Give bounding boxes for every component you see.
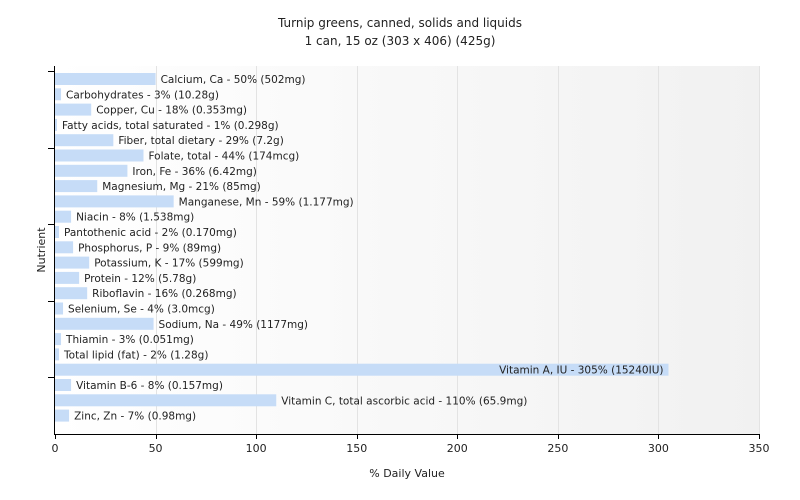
y-axis-label: Nutrient [35,227,48,273]
bar-label-8: Manganese, Mn - 59% (1.177mg) [179,196,354,208]
bar-20 [55,379,72,391]
bar-17 [55,333,62,346]
bar-14 [55,287,88,300]
bar-label-4: Fiber, total dietary - 29% (7.2g) [118,135,283,147]
bar-label-12: Potassium, K - 17% (599mg) [94,258,244,270]
bar-16 [55,317,154,330]
bar-21 [55,394,277,407]
bar-label-9: Niacin - 8% (1.538mg) [76,212,194,224]
x-tick-label-100: 100 [246,442,267,455]
x-tick-label-50: 50 [149,442,163,455]
bar-label-18: Total lipid (fat) - 2% (1.28g) [63,349,208,361]
axes [54,66,759,435]
bar-label-1: Carbohydrates - 3% (10.28g) [66,89,219,101]
chart-title: Turnip greens, canned, solids and liquid… [277,16,522,30]
bar-label-16: Sodium, Na - 49% (1177mg) [159,319,308,331]
y-ticks [48,71,55,378]
bar-19 [55,363,669,376]
chart-subtitle: 1 can, 15 oz (303 x 406) (425g) [305,34,496,48]
bar-label-6: Iron, Fe - 36% (6.42mg) [132,166,256,178]
bar-11 [55,241,74,254]
bar-10 [55,226,60,238]
bar-label-19: Vitamin A, IU - 305% (15240IU) [499,365,663,377]
bar-0 [55,73,156,85]
bar-label-2: Copper, Cu - 18% (0.353mg) [96,105,247,117]
x-tick-label-300: 300 [648,442,669,455]
bar-label-11: Phosphorus, P - 9% (89mg) [78,242,221,254]
bar-2 [55,103,92,116]
bar-label-20: Vitamin B-6 - 8% (0.157mg) [76,380,223,392]
bar-18 [55,348,60,361]
bar-9 [55,210,72,223]
bar-label-3: Fatty acids, total saturated - 1% (0.298… [62,120,279,132]
x-tick-label-0: 0 [52,442,59,455]
bar-label-15: Selenium, Se - 4% (3.0mcg) [68,304,215,316]
x-tick-label-250: 250 [547,442,568,455]
bar-13 [55,271,80,284]
x-tick-label-150: 150 [346,442,367,455]
x-axis-label: % Daily Value [369,467,445,480]
bar-label-10: Pantothenic acid - 2% (0.170mg) [64,227,237,239]
bar-label-22: Zinc, Zn - 7% (0.98mg) [74,411,196,423]
x-tick-label-350: 350 [749,442,770,455]
x-tick-label-200: 200 [447,442,468,455]
bar-label-17: Thiamin - 3% (0.051mg) [65,334,194,346]
bar-12 [55,256,90,269]
bar-15 [55,302,64,315]
bar-1 [55,88,62,101]
bar-label-21: Vitamin C, total ascorbic acid - 110% (6… [281,395,527,407]
bar-label-0: Calcium, Ca - 50% (502mg) [161,74,306,86]
bar-label-14: Riboflavin - 16% (0.268mg) [92,288,236,300]
bar-8 [55,195,174,208]
bars: Calcium, Ca - 50% (502mg) Carbohydrates -… [55,73,669,423]
bar-7 [55,180,98,193]
bar-label-13: Protein - 12% (5.78g) [84,273,196,285]
bar-label-5: Folate, total - 44% (174mcg) [149,151,300,163]
bar-label-7: Magnesium, Mg - 21% (85mg) [102,181,261,193]
bar-22 [55,409,70,422]
x-ticks: 0 50 100 150 200 250 300 350 [52,434,770,455]
bar-3 [55,118,58,131]
bar-6 [55,164,128,177]
bar-5 [55,149,144,162]
bar-4 [55,134,114,147]
